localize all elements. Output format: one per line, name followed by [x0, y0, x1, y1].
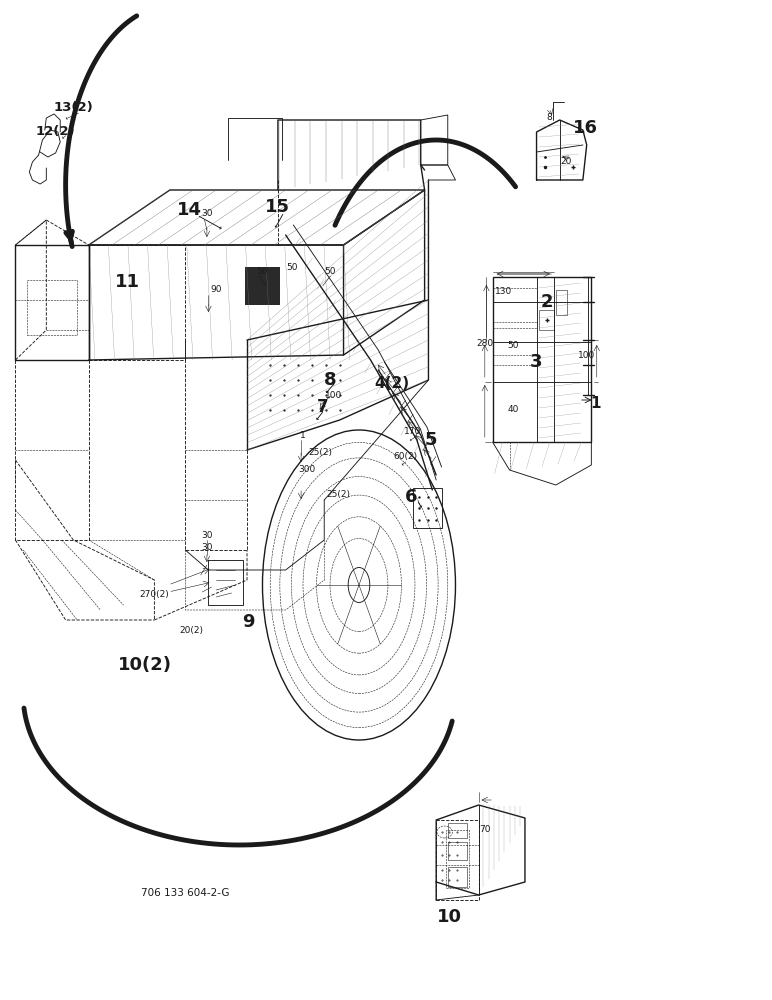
Text: 10: 10: [437, 908, 462, 926]
Bar: [245, 267, 280, 305]
Text: 3: 3: [530, 353, 543, 371]
Text: 11: 11: [115, 273, 140, 291]
Text: 1: 1: [300, 430, 306, 440]
Bar: [27, 280, 77, 335]
Text: 50: 50: [508, 340, 519, 350]
Text: 7: 7: [317, 398, 329, 416]
Text: 30: 30: [201, 210, 212, 219]
Text: 20(2): 20(2): [179, 626, 204, 635]
Text: 40: 40: [508, 404, 519, 414]
Bar: [448, 842, 467, 860]
Text: 90: 90: [211, 286, 222, 294]
Bar: [436, 820, 479, 900]
Text: 15: 15: [266, 198, 290, 216]
Text: 300: 300: [299, 466, 316, 475]
Text: 70: 70: [479, 826, 490, 834]
Bar: [448, 867, 467, 887]
Text: 2: 2: [540, 293, 553, 311]
Bar: [446, 830, 469, 888]
Text: 1: 1: [591, 396, 601, 412]
Text: 170: 170: [405, 428, 422, 436]
Text: 14: 14: [177, 201, 201, 219]
Bar: [448, 823, 467, 838]
Text: 30: 30: [201, 542, 212, 552]
Text: 30: 30: [201, 530, 212, 540]
Text: 280: 280: [476, 340, 493, 349]
Bar: [539, 310, 554, 330]
Text: 100: 100: [578, 351, 595, 360]
Bar: [493, 277, 591, 442]
Ellipse shape: [348, 568, 370, 602]
Text: 10(2): 10(2): [118, 656, 172, 674]
Text: 9: 9: [242, 613, 255, 631]
Text: 8: 8: [324, 371, 337, 389]
Text: 270(2): 270(2): [140, 590, 169, 599]
Text: 50: 50: [325, 267, 336, 276]
Bar: [413, 488, 442, 528]
Text: 20: 20: [560, 157, 571, 166]
Text: 100: 100: [325, 390, 342, 399]
Text: 13(2): 13(2): [53, 102, 93, 114]
Bar: [556, 290, 567, 315]
Text: 6: 6: [405, 488, 418, 506]
Text: 5: 5: [425, 431, 437, 449]
Text: 16: 16: [573, 119, 598, 137]
Text: 8: 8: [547, 113, 553, 122]
Text: 130: 130: [495, 288, 512, 296]
Text: 706 133 604-2-G: 706 133 604-2-G: [141, 888, 229, 898]
Text: 50: 50: [257, 267, 268, 276]
Text: 12(2): 12(2): [36, 125, 76, 138]
Text: 25(2): 25(2): [326, 490, 350, 499]
Text: 25(2): 25(2): [308, 448, 333, 456]
Text: 4(2): 4(2): [374, 375, 410, 390]
Text: 60(2): 60(2): [393, 452, 418, 462]
Text: 50: 50: [286, 263, 297, 272]
